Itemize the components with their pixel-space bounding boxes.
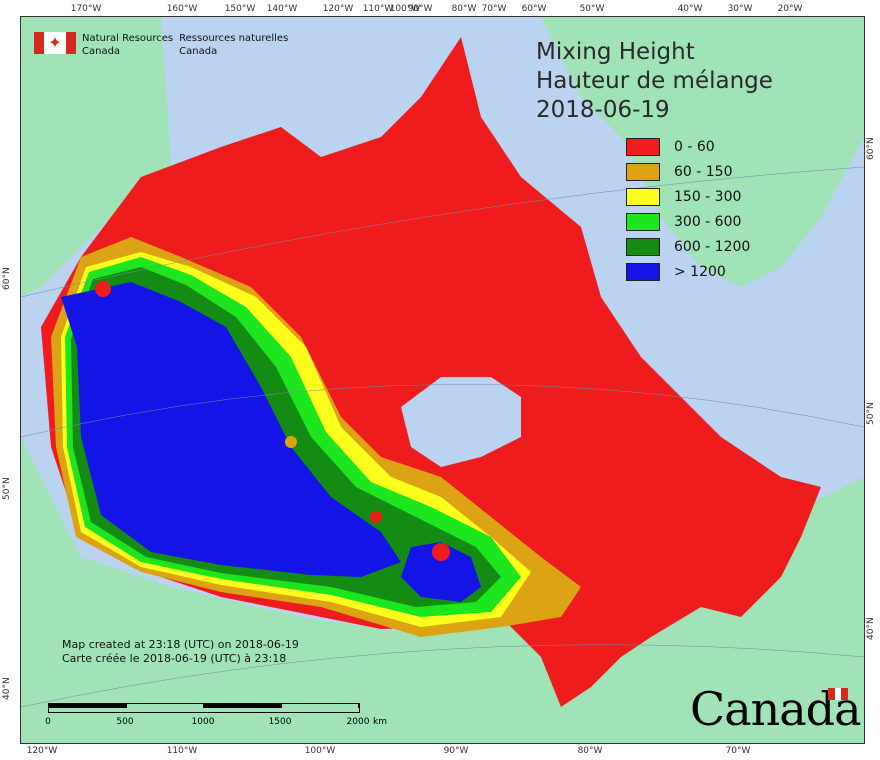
map-frame bbox=[20, 16, 865, 744]
legend-label: 600 - 1200 bbox=[674, 238, 751, 255]
map-title: Mixing Height Hauteur de mélange 2018-06… bbox=[536, 38, 773, 125]
legend-item: 0 - 60 bbox=[626, 134, 750, 159]
tick-label: 100°W bbox=[389, 4, 421, 14]
tick-label: 60°N bbox=[866, 137, 876, 160]
tick-label: 150°W bbox=[224, 4, 256, 14]
tick-label: 170°W bbox=[70, 4, 102, 14]
map-credit: Map created at 23:18 (UTC) on 2018-06-19… bbox=[62, 638, 299, 666]
tick-label: 60°W bbox=[521, 4, 547, 14]
hotspot bbox=[285, 436, 297, 448]
legend-item: 150 - 300 bbox=[626, 184, 750, 209]
legend-item: > 1200 bbox=[626, 259, 750, 284]
tick-label: 100°W bbox=[304, 746, 336, 756]
legend-swatch bbox=[626, 137, 660, 156]
tick-label: 50°N bbox=[2, 477, 12, 500]
tick-label: 40°W bbox=[677, 4, 703, 14]
hotspot bbox=[432, 543, 450, 561]
credit-fr: Carte créée le 2018-06-19 (UTC) à 23:18 bbox=[62, 652, 287, 665]
scale-label: km bbox=[373, 717, 387, 727]
legend-swatch bbox=[626, 262, 660, 281]
legend-swatch bbox=[626, 187, 660, 206]
legend-label: > 1200 bbox=[674, 263, 726, 280]
title-date: 2018-06-19 bbox=[536, 97, 670, 123]
agency-name-en: Natural Resources Canada bbox=[82, 33, 174, 57]
tick-label: 60°N bbox=[2, 267, 12, 290]
legend-swatch bbox=[626, 212, 660, 231]
legend-label: 150 - 300 bbox=[674, 188, 742, 205]
tick-label: 90°W bbox=[443, 746, 469, 756]
tick-label: 90°W bbox=[407, 4, 433, 14]
tick-label: 70°W bbox=[481, 4, 507, 14]
legend-swatch bbox=[626, 162, 660, 181]
scale-label: 0 bbox=[45, 717, 51, 727]
graticule bbox=[21, 166, 864, 708]
credit-en: Map created at 23:18 (UTC) on 2018-06-19 bbox=[62, 638, 299, 651]
tick-label: 80°W bbox=[577, 746, 603, 756]
legend-swatch bbox=[626, 237, 660, 256]
scale-label: 500 bbox=[116, 717, 134, 727]
legend-item: 300 - 600 bbox=[626, 209, 750, 234]
tick-label: 20°W bbox=[777, 4, 803, 14]
tick-label: 50°N bbox=[866, 402, 876, 425]
nrcan-signature: ✦ Natural Resources Canada Ressources na… bbox=[34, 32, 288, 58]
legend: 0 - 60 60 - 150 150 - 300 300 - 600 600 - 12… bbox=[626, 134, 750, 284]
scale-label: 2000 bbox=[346, 717, 370, 727]
tick-label: 80°W bbox=[451, 4, 477, 14]
alaska-land bbox=[21, 17, 171, 297]
canada-flag-icon: ✦ bbox=[34, 32, 76, 54]
usa-land bbox=[21, 437, 864, 743]
tick-label: 160°W bbox=[166, 4, 198, 14]
title-line-en: Mixing Height bbox=[536, 39, 695, 65]
tick-label: 120°W bbox=[26, 746, 58, 756]
hotspot bbox=[370, 511, 382, 523]
tick-label: 110°W bbox=[166, 746, 198, 756]
tick-label: 40°N bbox=[866, 617, 876, 640]
blue-core bbox=[61, 282, 401, 577]
tick-label: 140°W bbox=[266, 4, 298, 14]
agency-name-fr: Ressources naturelles Canada bbox=[179, 33, 289, 57]
legend-label: 60 - 150 bbox=[674, 163, 733, 180]
legend-item: 600 - 1200 bbox=[626, 234, 750, 259]
tick-label: 50°W bbox=[579, 4, 605, 14]
tick-label: 70°W bbox=[725, 746, 751, 756]
tick-label: 110°W bbox=[362, 4, 394, 14]
legend-item: 60 - 150 bbox=[626, 159, 750, 184]
canada-wordmark: Canada bbox=[690, 682, 862, 736]
legend-label: 300 - 600 bbox=[674, 213, 742, 230]
legend-label: 0 - 60 bbox=[674, 138, 715, 155]
tick-label: 120°W bbox=[322, 4, 354, 14]
mixing-height-map bbox=[21, 17, 864, 743]
title-line-fr: Hauteur de mélange bbox=[536, 68, 773, 94]
hotspot bbox=[95, 281, 111, 297]
scale-label: 1500 bbox=[268, 717, 292, 727]
scale-bar: 0 500 1000 1500 2000 km bbox=[45, 703, 387, 727]
wordmark-flag-icon bbox=[828, 688, 849, 700]
tick-label: 30°W bbox=[727, 4, 753, 14]
tick-label: 40°N bbox=[2, 677, 12, 700]
blue-core-east bbox=[401, 542, 481, 602]
greenland-land bbox=[541, 17, 864, 287]
scale-label: 1000 bbox=[191, 717, 215, 727]
hudson-bay bbox=[401, 377, 521, 467]
